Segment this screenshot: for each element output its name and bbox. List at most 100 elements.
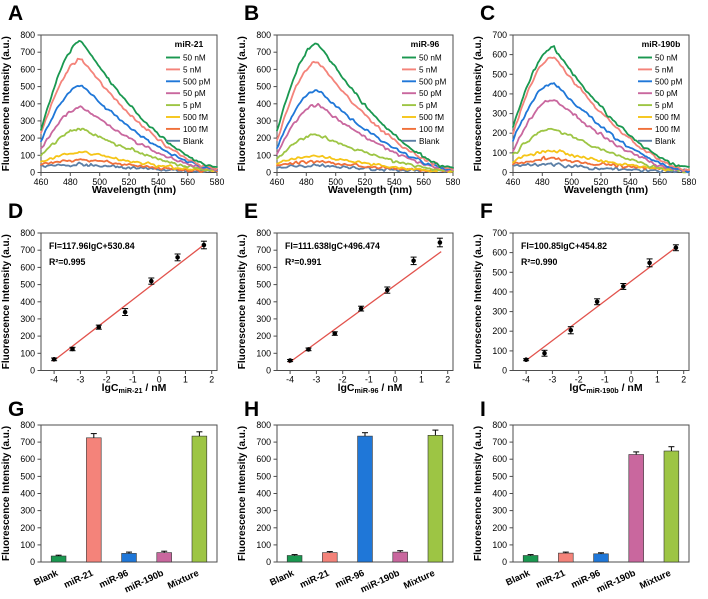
svg-text:Wavelength (nm): Wavelength (nm) [328, 184, 412, 196]
svg-text:Fluorescence Intensity (a.u.): Fluorescence Intensity (a.u.) [237, 234, 248, 369]
svg-text:R²=0.995: R²=0.995 [49, 257, 86, 267]
svg-text:500 fM: 500 fM [183, 113, 208, 122]
svg-text:0: 0 [30, 366, 35, 376]
svg-text:Blank: Blank [419, 137, 440, 146]
svg-text:700: 700 [20, 47, 35, 57]
svg-text:200: 200 [256, 133, 271, 143]
svg-text:Fluorescence Intensity (a.u.): Fluorescence Intensity (a.u.) [237, 426, 248, 561]
svg-text:FI=100.85lgC+454.82: FI=100.85lgC+454.82 [521, 241, 607, 251]
svg-text:50 nM: 50 nM [183, 54, 206, 63]
svg-text:500: 500 [256, 82, 271, 92]
svg-text:700: 700 [492, 30, 507, 40]
svg-text:miR-21: miR-21 [175, 39, 204, 49]
svg-text:200: 200 [20, 133, 35, 143]
svg-text:480: 480 [299, 177, 314, 187]
svg-text:miR-190b: miR-190b [642, 39, 681, 49]
svg-text:800: 800 [256, 30, 271, 40]
svg-text:-1: -1 [129, 375, 137, 385]
svg-text:400: 400 [256, 297, 271, 307]
svg-text:500: 500 [256, 280, 271, 290]
svg-text:700: 700 [20, 437, 35, 447]
svg-text:300: 300 [20, 506, 35, 516]
svg-text:R²=0.990: R²=0.990 [521, 257, 558, 267]
svg-text:Wavelength (nm): Wavelength (nm) [564, 184, 648, 196]
svg-text:Fluorescence Intensity (a.u.): Fluorescence Intensity (a.u.) [473, 234, 484, 369]
svg-text:580: 580 [682, 177, 697, 187]
svg-text:-4: -4 [50, 375, 58, 385]
svg-text:800: 800 [492, 420, 507, 430]
svg-text:500 pM: 500 pM [419, 77, 446, 86]
svg-text:800: 800 [20, 30, 35, 40]
svg-text:500: 500 [492, 69, 507, 79]
svg-text:300: 300 [20, 314, 35, 324]
svg-text:100: 100 [20, 150, 35, 160]
svg-text:Blank: Blank [655, 137, 676, 146]
svg-text:C: C [480, 2, 495, 25]
svg-text:100: 100 [256, 348, 271, 358]
svg-text:0: 0 [266, 168, 271, 178]
svg-text:0: 0 [266, 557, 271, 567]
svg-text:0: 0 [30, 168, 35, 178]
svg-text:100: 100 [492, 540, 507, 550]
svg-text:1: 1 [655, 375, 660, 385]
svg-text:5 nM: 5 nM [419, 65, 437, 74]
svg-text:580: 580 [446, 177, 461, 187]
svg-text:560: 560 [652, 177, 667, 187]
svg-text:400: 400 [20, 489, 35, 499]
svg-text:100: 100 [256, 150, 271, 160]
svg-text:560: 560 [180, 177, 195, 187]
svg-text:400: 400 [492, 489, 507, 499]
svg-text:0: 0 [266, 366, 271, 376]
svg-text:H: H [244, 398, 259, 421]
svg-text:700: 700 [256, 245, 271, 255]
svg-text:2: 2 [681, 375, 686, 385]
svg-text:460: 460 [270, 177, 285, 187]
svg-text:0: 0 [502, 168, 507, 178]
svg-text:400: 400 [20, 99, 35, 109]
svg-text:200: 200 [256, 331, 271, 341]
svg-text:Blank: Blank [183, 137, 204, 146]
svg-text:300: 300 [492, 307, 507, 317]
svg-text:FI=111.638lgC+496.474: FI=111.638lgC+496.474 [285, 241, 380, 251]
svg-text:600: 600 [492, 454, 507, 464]
svg-text:0: 0 [502, 557, 507, 567]
svg-text:50 pM: 50 pM [419, 89, 442, 98]
svg-text:-4: -4 [286, 375, 294, 385]
svg-text:I: I [480, 398, 486, 421]
svg-text:Wavelength (nm): Wavelength (nm) [92, 184, 176, 196]
svg-text:200: 200 [20, 523, 35, 533]
svg-text:400: 400 [256, 99, 271, 109]
svg-text:-3: -3 [312, 375, 320, 385]
svg-text:300: 300 [492, 109, 507, 119]
svg-text:Fluorescence Intensity (a.u.): Fluorescence Intensity (a.u.) [473, 36, 484, 171]
svg-text:miR-96: miR-96 [411, 39, 440, 49]
svg-text:5 nM: 5 nM [655, 65, 673, 74]
svg-text:300: 300 [256, 506, 271, 516]
svg-text:100: 100 [256, 540, 271, 550]
svg-text:-1: -1 [365, 375, 373, 385]
svg-text:-1: -1 [601, 375, 609, 385]
svg-text:700: 700 [256, 437, 271, 447]
svg-text:50 pM: 50 pM [183, 89, 206, 98]
svg-text:800: 800 [256, 228, 271, 238]
svg-text:600: 600 [492, 50, 507, 60]
svg-text:600: 600 [20, 454, 35, 464]
svg-text:600: 600 [20, 64, 35, 74]
svg-text:-4: -4 [522, 375, 530, 385]
svg-text:400: 400 [20, 297, 35, 307]
svg-text:700: 700 [256, 47, 271, 57]
svg-text:600: 600 [256, 262, 271, 272]
svg-text:A: A [8, 2, 23, 25]
svg-text:600: 600 [256, 454, 271, 464]
svg-text:G: G [8, 398, 24, 421]
svg-text:2: 2 [209, 375, 214, 385]
svg-text:500: 500 [20, 471, 35, 481]
svg-text:500: 500 [256, 471, 271, 481]
svg-text:500: 500 [492, 471, 507, 481]
svg-text:5 pM: 5 pM [655, 101, 673, 110]
svg-text:100 fM: 100 fM [655, 125, 680, 134]
svg-text:2: 2 [445, 375, 450, 385]
svg-text:200: 200 [256, 523, 271, 533]
svg-text:Fluorescence Intensity (a.u.): Fluorescence Intensity (a.u.) [1, 426, 12, 561]
svg-text:Fluorescence Intensity (a.u.): Fluorescence Intensity (a.u.) [1, 234, 12, 369]
